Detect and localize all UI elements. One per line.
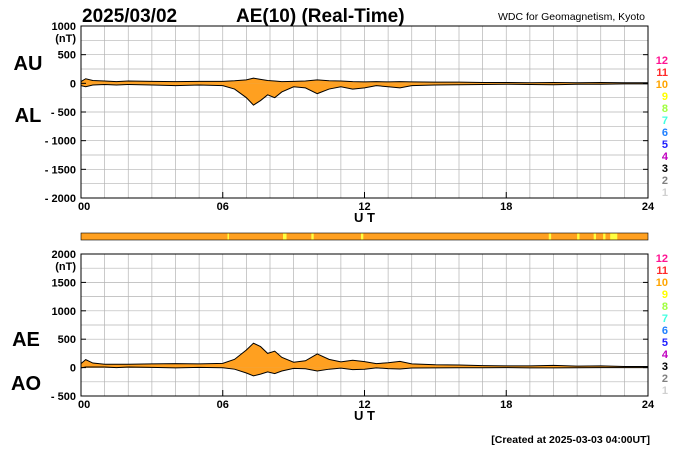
bottom-ytick-label: 1500 [52,277,76,289]
station-count-12: 12 [656,55,668,67]
strip-highlight-segment [282,233,287,240]
station-count-11: 11 [656,265,668,277]
bottom-ytick-label: 500 [58,334,76,346]
station-count-5: 5 [662,337,668,349]
bottom-panel: 2000 1500 1000 500 0 - 500 (nT) 00 06 12 18 24 U T A… [11,249,655,423]
station-count-7: 7 [662,115,668,127]
ae-label: AE [12,329,40,351]
bottom-ylabel: (nT) [55,261,76,273]
station-count-4: 4 [662,349,669,361]
top-xtick-label: 06 [217,201,229,213]
bottom-ytick-label: 0 [70,363,76,375]
top-ytick-label: - 500 [51,107,76,119]
top-ytick-label: - 1000 [45,136,76,148]
station-count-2: 2 [662,373,668,385]
al-trace [80,83,648,106]
top-ytick-label: 500 [58,50,76,62]
strip-highlight-segment [603,233,606,240]
bottom-xtick-label: 24 [642,399,655,411]
ae-trace [80,342,648,367]
ae-area [81,343,648,368]
station-count-1: 1 [662,385,668,397]
strip-highlight-segment [577,233,580,240]
station-count-3: 3 [662,163,668,175]
bottom-xtick-label: 18 [500,399,512,411]
top-ytick-label: 1000 [52,21,76,33]
bottom-xlabel: U T [354,408,375,423]
top-ytick-label: - 2000 [45,193,76,205]
bottom-panel-marks [80,342,648,377]
al-label: AL [15,105,42,127]
strip-base [80,232,649,241]
strip-highlight-segment [548,233,552,240]
ao-trace [80,366,648,377]
top-ytick-label: 0 [70,78,76,90]
top-xtick-label: 24 [642,201,655,213]
station-count-6: 6 [662,325,668,337]
station-status-strip [80,232,649,241]
top-panel-grid [81,26,648,198]
bottom-panel-axes: 2000 1500 1000 500 0 - 500 (nT) 00 06 12 18 24 U T [51,249,655,423]
bottom-ytick-label: 1000 [52,306,76,318]
station-count-10: 10 [656,277,668,289]
station-count-2: 2 [662,175,668,187]
strip-highlight-segment [593,233,597,240]
strip-highlight-segment [360,233,364,240]
au-area [81,78,648,84]
station-count-8: 8 [662,301,668,313]
top-panel: 1000 500 0 - 500 - 1000 - 1500 - 2000 (nT) 00 06 1… [14,21,655,225]
top-xtick-label: 18 [500,201,512,213]
station-count-9: 9 [662,91,668,103]
strip-highlight-segment [227,233,229,240]
source-label: WDC for Geomagnetism, Kyoto [498,11,645,23]
station-count-1: 1 [662,187,668,199]
station-count-6: 6 [662,127,668,139]
bottom-ytick-label: - 500 [51,391,76,403]
bottom-xtick-label: 12 [358,399,370,411]
ao-label: AO [11,373,41,395]
bottom-xtick-label: 00 [78,399,90,411]
station-count-8: 8 [662,103,668,115]
strip-highlight-segment [311,233,314,240]
bottom-ytick-label: 2000 [52,249,76,261]
top-xlabel: U T [354,210,375,225]
station-count-7: 7 [662,313,668,325]
station-count-3: 3 [662,361,668,373]
station-count-4: 4 [662,151,669,163]
top-ylabel: (nT) [55,33,76,45]
top-ytick-label: - 1500 [45,164,76,176]
top-panel-marks [80,77,648,106]
strip-highlight-segment [610,233,618,240]
station-count-5: 5 [662,139,668,151]
au-label: AU [14,53,43,75]
top-xtick-label: 12 [358,201,370,213]
au-trace [80,77,648,84]
top-panel-axes: 1000 500 0 - 500 - 1000 - 1500 - 2000 (nT) 00 06 1… [45,21,655,225]
station-count-12: 12 [656,253,668,265]
top-xtick-label: 00 [78,201,90,213]
station-count-9: 9 [662,289,668,301]
date-title: 2025/03/02 [82,6,177,27]
station-count-10: 10 [656,79,668,91]
station-count-11: 11 [656,67,668,79]
created-timestamp: [Created at 2025-03-03 04:00UT] [491,434,650,446]
bottom-xtick-label: 06 [217,399,229,411]
index-title: AE(10) (Real-Time) [236,6,405,27]
